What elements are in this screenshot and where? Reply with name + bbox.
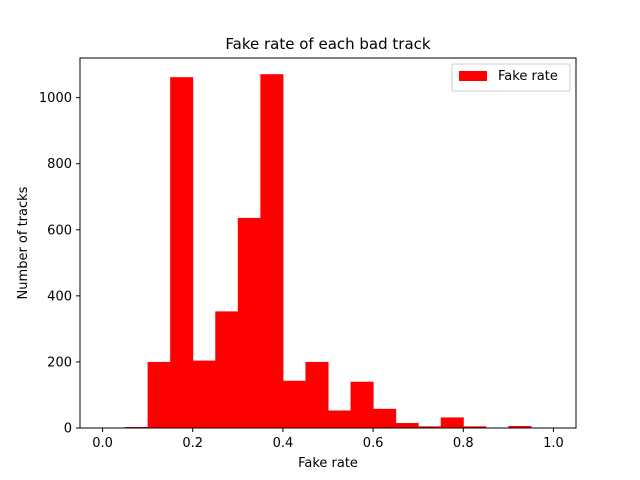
x-tick-label: 0.4 — [273, 436, 294, 451]
legend-frame — [451, 63, 571, 92]
histogram-bar — [305, 361, 329, 428]
plot-frame — [79, 57, 577, 429]
histogram-bar — [170, 77, 194, 429]
x-axis-ticks: 0.0 0.2 0.4 0.6 0.8 1.0 — [92, 428, 564, 451]
histogram-bar — [373, 408, 397, 428]
y-tick-label: 400 — [47, 289, 72, 304]
histogram-bar — [282, 380, 306, 428]
histogram-bar — [350, 381, 374, 428]
y-tick-label: 800 — [47, 157, 72, 172]
x-tick-label: 0.2 — [182, 436, 203, 451]
x-tick-label: 0.6 — [363, 436, 384, 451]
histogram-bar — [440, 417, 464, 428]
histogram-bar — [192, 360, 216, 428]
x-tick-label: 0.0 — [92, 436, 113, 451]
chart-title: Fake rate of each bad track — [225, 35, 430, 53]
legend-label: Fake rate — [498, 69, 558, 84]
histogram-bar — [147, 361, 171, 428]
y-tick-label: 1000 — [39, 91, 72, 106]
histogram-bar — [260, 74, 284, 428]
y-tick-label: 200 — [47, 355, 72, 370]
legend: Fake rate — [451, 63, 571, 92]
x-tick-label: 1.0 — [543, 436, 564, 451]
histogram-bar — [237, 217, 261, 428]
histogram-bars — [125, 74, 532, 429]
histogram-bar — [508, 426, 532, 428]
histogram-bar — [463, 426, 487, 428]
histogram-bar — [215, 311, 239, 428]
x-axis-label: Fake rate — [298, 456, 358, 471]
histogram-bar — [328, 410, 352, 428]
legend-swatch — [459, 71, 487, 81]
histogram-bar — [418, 426, 442, 428]
histogram-bar — [395, 423, 419, 428]
y-axis-label: Number of tracks — [16, 186, 31, 299]
x-tick-label: 0.8 — [453, 436, 474, 451]
y-tick-label: 0 — [64, 422, 72, 437]
y-tick-label: 600 — [47, 223, 72, 238]
y-axis-ticks: 0 200 400 600 800 1000 — [39, 91, 80, 437]
